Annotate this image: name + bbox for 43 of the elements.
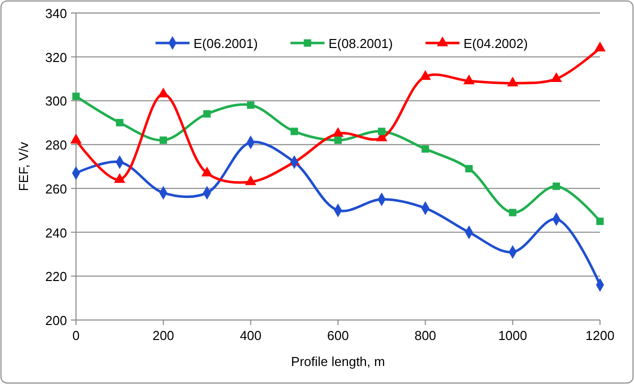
point	[550, 72, 562, 82]
point	[114, 173, 126, 183]
point	[158, 88, 169, 98]
point	[507, 76, 518, 86]
y-axis-title: FEF, V/v	[16, 141, 31, 192]
y-tick-label: 340	[45, 6, 67, 21]
x-tick-label: 800	[414, 328, 436, 343]
point	[245, 175, 256, 186]
y-tick-label: 220	[45, 269, 67, 284]
point	[463, 74, 475, 84]
y-tick-label: 200	[45, 313, 67, 328]
point	[552, 182, 560, 190]
point	[201, 166, 213, 176]
x-axis-title: Profile length, m	[291, 354, 385, 369]
point	[70, 134, 82, 144]
y-tick-label: 300	[45, 94, 67, 109]
point	[420, 70, 431, 80]
point	[334, 136, 342, 144]
point	[596, 218, 604, 226]
x-tick-label: 200	[152, 328, 174, 343]
legend-label: E(06.2001)	[194, 36, 258, 51]
y-tick-label: 320	[45, 50, 67, 65]
y-tick-label: 280	[45, 138, 67, 153]
y-tick-label: 240	[45, 225, 67, 240]
x-tick-label: 1200	[586, 328, 614, 343]
point	[246, 101, 254, 109]
point	[116, 118, 124, 126]
y-tick-label: 260	[45, 181, 67, 196]
point	[332, 127, 344, 137]
point	[465, 164, 473, 172]
x-tick-label: 1000	[498, 328, 528, 343]
x-tick-label: 400	[240, 328, 262, 343]
point	[594, 42, 606, 52]
x-tick-label: 0	[72, 328, 80, 343]
point	[378, 128, 386, 136]
legend-label: E(08.2001)	[328, 36, 393, 51]
point	[203, 110, 211, 118]
point	[508, 208, 516, 216]
point	[422, 145, 430, 153]
legend-label: E(04.2002)	[464, 36, 528, 51]
x-tick-label: 600	[327, 328, 349, 343]
point	[290, 128, 298, 136]
point	[160, 136, 168, 144]
